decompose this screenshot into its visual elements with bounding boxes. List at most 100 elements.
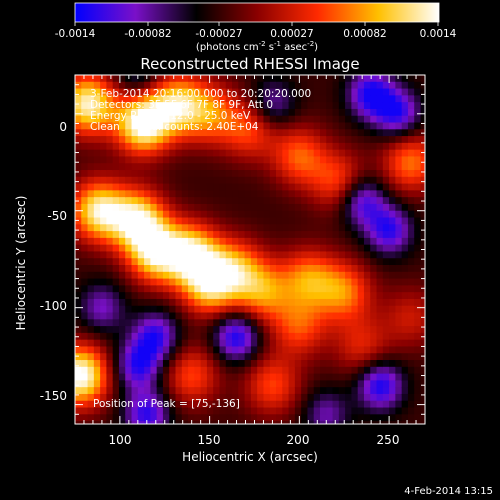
heatmap-cell <box>156 271 164 280</box>
heatmap-cell <box>87 373 95 381</box>
heatmap-cell <box>232 387 239 395</box>
heatmap-cell <box>407 102 415 110</box>
heatmap-cell <box>288 156 296 164</box>
heatmap-cell <box>282 360 290 368</box>
heatmap-cell <box>382 122 390 130</box>
heatmap-cell <box>181 326 189 334</box>
heatmap-cell <box>206 237 214 246</box>
heatmap-cell <box>401 95 409 103</box>
heatmap-cell <box>326 414 334 422</box>
heatmap-cell <box>370 190 378 198</box>
heatmap-cell <box>112 251 120 259</box>
heatmap-cell <box>269 407 277 415</box>
heatmap-cell <box>370 400 378 409</box>
heatmap-cell <box>169 95 177 103</box>
heatmap-cell <box>420 373 425 381</box>
heatmap-cell <box>75 190 82 198</box>
heatmap-cell <box>414 387 422 395</box>
heatmap-cell <box>213 183 221 191</box>
heatmap-cell <box>263 407 271 415</box>
heatmap-cell <box>395 183 403 191</box>
heatmap-cell <box>351 387 359 395</box>
heatmap-cell <box>213 163 221 171</box>
heatmap-cell <box>301 102 309 110</box>
heatmap-cell <box>376 346 384 354</box>
heatmap-cell <box>162 312 170 320</box>
heatmap-cell <box>106 102 114 110</box>
heatmap-cell <box>112 197 120 205</box>
heatmap-cell <box>338 88 346 96</box>
heatmap-cell <box>181 278 189 286</box>
heatmap-cell <box>395 332 403 341</box>
heatmap-cell <box>162 102 170 110</box>
heatmap-cell <box>345 305 353 314</box>
heatmap-cell <box>219 231 227 239</box>
heatmap-cell <box>420 102 425 110</box>
heatmap-cell <box>137 231 145 239</box>
heatmap-cell <box>269 421 277 424</box>
heatmap-cell <box>301 265 309 273</box>
heatmap-cell <box>238 251 246 259</box>
heatmap-cell <box>93 271 101 280</box>
heatmap-cell <box>307 278 315 286</box>
heatmap-cell <box>150 170 158 178</box>
heatmap-cell <box>389 170 396 178</box>
heatmap-cell <box>363 244 371 253</box>
heatmap-cell <box>206 421 214 424</box>
heatmap-cell <box>169 149 177 158</box>
heatmap-cell <box>125 244 133 253</box>
heatmap-cell <box>250 353 258 361</box>
heatmap-cell <box>150 298 158 307</box>
x-tick-label: 150 <box>198 433 221 447</box>
heatmap-cell <box>414 163 422 171</box>
heatmap-cell <box>144 176 151 185</box>
heatmap-cell <box>232 326 239 334</box>
heatmap-cell <box>75 88 82 96</box>
heatmap-cell <box>376 170 384 178</box>
heatmap-cell <box>150 360 158 368</box>
heatmap-cell <box>370 292 378 300</box>
heatmap-cell <box>294 115 302 124</box>
heatmap-cell <box>376 149 384 158</box>
heatmap-cell <box>125 95 133 103</box>
heatmap-cell <box>401 190 409 198</box>
heatmap-cell <box>395 278 403 286</box>
heatmap-cell <box>162 346 170 354</box>
heatmap-cell <box>93 217 101 225</box>
heatmap-cell <box>294 136 302 144</box>
heatmap-cell <box>75 142 82 151</box>
heatmap-cell <box>395 81 403 90</box>
heatmap-cell <box>93 129 101 137</box>
heatmap-cell <box>93 176 101 185</box>
heatmap-cell <box>106 414 114 422</box>
heatmap-cell <box>232 244 239 253</box>
heatmap-cell <box>87 339 95 348</box>
heatmap-cell <box>156 298 164 307</box>
heatmap-cell <box>250 414 258 422</box>
heatmap-cell <box>162 95 170 103</box>
heatmap-cell <box>156 210 164 219</box>
heatmap-cell <box>282 231 290 239</box>
heatmap-cell <box>232 163 239 171</box>
heatmap-cell <box>320 271 327 280</box>
heatmap-cell <box>244 421 252 424</box>
heatmap-cell <box>326 251 334 259</box>
heatmap-cell <box>188 393 195 402</box>
heatmap-cell <box>194 122 202 130</box>
heatmap-cell <box>131 88 139 96</box>
heatmap-cell <box>194 190 202 198</box>
heatmap-cell <box>87 407 95 415</box>
heatmap-cell <box>257 393 265 402</box>
heatmap-cell <box>137 156 145 164</box>
heatmap-cell <box>181 251 189 259</box>
heatmap-cell <box>389 393 396 402</box>
heatmap-cell <box>118 414 126 422</box>
heatmap-cell <box>345 156 353 164</box>
heatmap-cell <box>401 332 409 341</box>
heatmap-cell <box>137 346 145 354</box>
heatmap-cell <box>125 108 133 117</box>
heatmap-cell <box>150 197 158 205</box>
heatmap-cell <box>238 332 246 341</box>
heatmap-cell <box>219 292 227 300</box>
heatmap-cell <box>301 360 309 368</box>
